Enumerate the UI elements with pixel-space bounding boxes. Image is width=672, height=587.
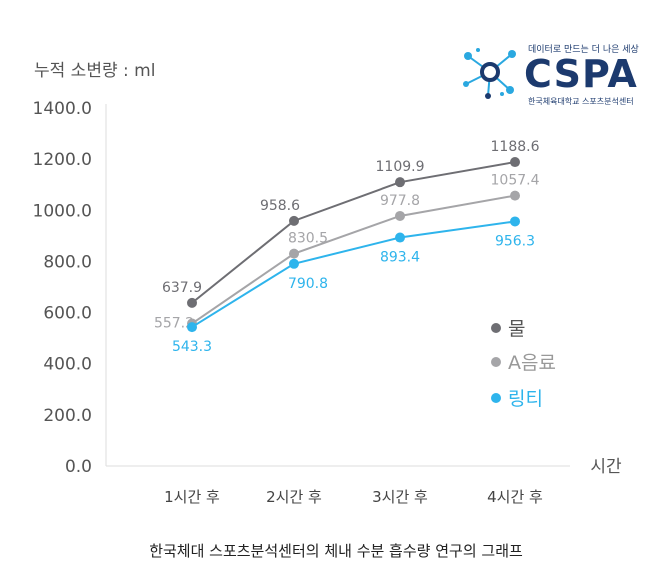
series-group: 637.9 958.6 1109.9 1188.6 557.2 830.5 977.8 105… [154,139,540,355]
data-label: 977.8 [380,193,420,209]
legend-label: 물 [508,318,525,340]
y-tick-label: 200.0 [43,406,92,426]
series-line-2 [191,194,516,325]
data-label: 1188.6 [491,139,540,155]
data-label: 543.3 [172,339,212,355]
series-line-1 [191,161,516,304]
chart-caption: 한국체대 스포츠분석센터의 체내 수분 흡수량 연구의 그래프 [149,542,523,560]
data-label: 1057.4 [491,173,540,189]
x-axis-title: 시간 [590,457,622,477]
data-point [395,210,405,221]
legend-marker [491,357,501,367]
x-tick-label: 4시간 후 [487,488,543,506]
data-label: 830.5 [288,231,328,247]
data-point [289,215,299,226]
y-tick-label: 1000.0 [33,201,92,221]
data-label: 893.4 [380,250,420,266]
data-point [187,322,197,333]
legend-marker [491,323,501,333]
data-label: 637.9 [162,280,202,296]
network-logo-icon [463,48,516,99]
data-label: 956.3 [495,233,535,249]
axes: 시간 [105,104,622,477]
x-tick-label: 2시간 후 [266,488,322,506]
legend-marker [491,393,501,403]
data-point [395,232,405,243]
data-label: 557.2 [154,316,194,332]
data-point [289,258,299,269]
y-axis-title: 누적 소변량 : ml [34,61,156,81]
cspa-logo: 데이터로 만드는 더 나은 세상 CSPA 한국체육대학교 스포츠분석센터 [460,40,640,110]
data-point [510,190,520,201]
y-tick-label: 0.0 [65,457,92,477]
data-point [187,297,197,308]
data-label: 958.6 [260,198,300,214]
legend-label: 링티 [508,388,543,410]
logo-tagline: 데이터로 만드는 더 나은 세상 [528,45,639,55]
x-ticks: 1시간 후 2시간 후 3시간 후 4시간 후 [164,488,543,506]
data-point [510,157,520,168]
logo-subtitle: 한국체육대학교 스포츠분석센터 [528,97,634,106]
logo-name: CSPA [524,52,638,96]
y-tick-label: 1400.0 [33,99,92,119]
series-line-3 [191,220,516,328]
data-point [395,177,405,188]
data-label: 790.8 [288,276,328,292]
x-tick-label: 1시간 후 [164,488,220,506]
legend-label: A음료 [508,352,556,374]
data-point [510,216,520,227]
x-tick-label: 3시간 후 [372,488,428,506]
y-tick-label: 1200.0 [33,150,92,170]
y-tick-label: 800.0 [43,252,92,272]
y-tick-label: 600.0 [43,304,92,324]
data-point [289,248,299,259]
y-ticks: 0.0 200.0 400.0 600.0 800.0 1000.0 1200.0 1400.… [33,99,92,477]
y-tick-label: 400.0 [43,355,92,375]
data-label: 1109.9 [376,159,425,175]
